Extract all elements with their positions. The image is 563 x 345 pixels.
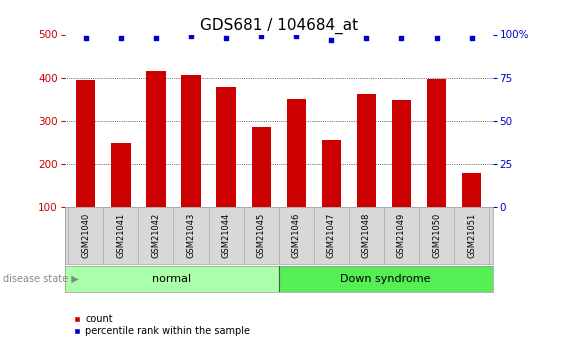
Point — [362, 35, 371, 41]
Point — [292, 33, 301, 39]
Bar — [427, 79, 446, 207]
Text: Down syndrome: Down syndrome — [341, 274, 431, 284]
Bar — [216, 87, 236, 207]
Bar — [76, 80, 96, 207]
Text: GSM21046: GSM21046 — [292, 213, 301, 258]
Bar — [287, 99, 306, 207]
Text: GSM21040: GSM21040 — [81, 213, 90, 258]
Text: GSM21050: GSM21050 — [432, 213, 441, 258]
Text: GSM21051: GSM21051 — [467, 213, 476, 258]
Point — [432, 35, 441, 41]
Point — [186, 33, 195, 39]
Text: disease state ▶: disease state ▶ — [3, 274, 79, 284]
Point — [117, 35, 126, 41]
Bar — [357, 93, 376, 207]
Bar — [146, 71, 166, 207]
Legend: count, percentile rank within the sample: count, percentile rank within the sample — [70, 310, 254, 340]
Title: GDS681 / 104684_at: GDS681 / 104684_at — [200, 18, 358, 34]
Bar — [321, 140, 341, 207]
Bar — [279, 266, 493, 292]
Text: normal: normal — [152, 274, 191, 284]
Text: GSM21049: GSM21049 — [397, 213, 406, 258]
Point — [81, 35, 90, 41]
Bar — [111, 143, 131, 207]
Text: GSM21041: GSM21041 — [117, 213, 126, 258]
Text: GSM21043: GSM21043 — [186, 213, 195, 258]
Text: GSM21044: GSM21044 — [222, 213, 231, 258]
Bar — [252, 127, 271, 207]
Bar — [392, 100, 411, 207]
Text: GSM21045: GSM21045 — [257, 213, 266, 258]
Point — [397, 35, 406, 41]
Point — [467, 35, 476, 41]
Text: GSM21047: GSM21047 — [327, 213, 336, 258]
Point — [151, 35, 160, 41]
Point — [327, 37, 336, 42]
Text: GSM21048: GSM21048 — [362, 213, 371, 258]
Bar — [181, 76, 200, 207]
Point — [257, 33, 266, 39]
Text: GSM21042: GSM21042 — [151, 213, 160, 258]
Bar — [462, 173, 481, 207]
Point — [222, 35, 231, 41]
Bar — [65, 266, 279, 292]
